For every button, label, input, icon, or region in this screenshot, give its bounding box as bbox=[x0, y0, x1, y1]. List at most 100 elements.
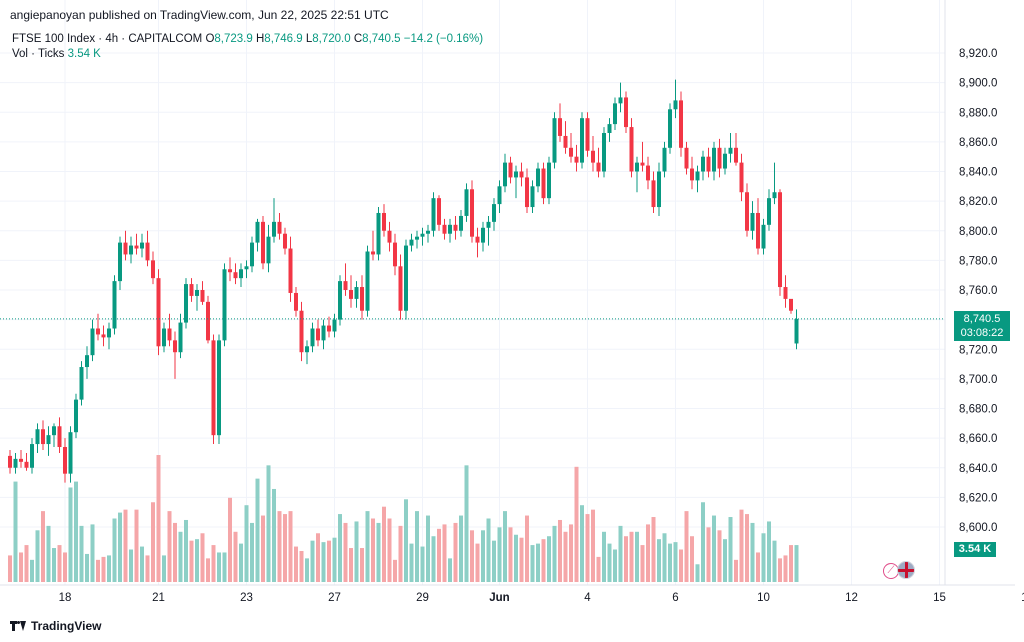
open-label: O bbox=[205, 33, 215, 45]
volume-bar bbox=[140, 546, 144, 582]
volume-bar bbox=[387, 518, 392, 582]
time-axis[interactable]: 1821232729Jun46101215182024 bbox=[59, 592, 1024, 604]
candle-body bbox=[431, 198, 436, 231]
volume-bar bbox=[316, 533, 320, 582]
candle-body bbox=[140, 242, 144, 249]
candle-body bbox=[365, 251, 370, 311]
candle-body bbox=[651, 180, 656, 208]
candle-body bbox=[310, 328, 315, 347]
volume-bar bbox=[728, 517, 733, 582]
candle-body bbox=[145, 242, 150, 261]
volume-bar bbox=[602, 531, 606, 582]
volume-bar bbox=[613, 549, 617, 582]
volume-bar bbox=[739, 509, 744, 582]
price-tick-label: 8,620.0 bbox=[959, 492, 997, 504]
candle-body bbox=[41, 429, 45, 445]
candle-body bbox=[129, 245, 133, 255]
volume-bar bbox=[563, 531, 568, 582]
candle-body bbox=[85, 355, 89, 368]
volume-bar bbox=[321, 542, 326, 582]
candle-body bbox=[723, 153, 727, 169]
last-price-tag: 8,740.5 03:08:22 bbox=[954, 311, 1010, 341]
volume-bar bbox=[178, 531, 183, 582]
price-tick-label: 8,920.0 bbox=[959, 48, 997, 60]
price-tick-label: 8,720.0 bbox=[959, 344, 997, 356]
price-tick-label: 8,820.0 bbox=[959, 196, 997, 208]
volume-label[interactable]: Vol · Ticks bbox=[12, 48, 65, 60]
volume-bar bbox=[145, 555, 150, 582]
candle-body bbox=[68, 432, 73, 474]
volume-bar bbox=[96, 559, 100, 582]
volume-bar bbox=[409, 543, 414, 582]
candle-body bbox=[393, 242, 397, 267]
candle-body bbox=[371, 251, 375, 255]
price-axis[interactable]: 8,920.0 8,900.0 8,880.0 8,860.0 8,840.0 8,820… bbox=[959, 48, 997, 534]
volume-bar bbox=[118, 512, 122, 582]
candle-body bbox=[382, 212, 386, 231]
volume-bar bbox=[668, 543, 672, 582]
candle-body bbox=[673, 100, 678, 110]
high-value: 8,746.9 bbox=[264, 33, 303, 45]
candle-body bbox=[596, 162, 601, 172]
candle-body bbox=[255, 221, 260, 243]
volume-bar bbox=[679, 549, 683, 582]
volume-bar bbox=[233, 531, 238, 582]
candle-body bbox=[30, 444, 34, 468]
candle-body bbox=[728, 147, 733, 154]
candle-body bbox=[772, 192, 777, 199]
volume-bar bbox=[167, 511, 172, 582]
event-marker-icon[interactable]: ⟋ bbox=[883, 563, 899, 579]
volume-bar bbox=[415, 511, 419, 582]
candle-body bbox=[57, 426, 62, 448]
volume-bar bbox=[343, 522, 348, 582]
candle-body bbox=[118, 242, 122, 282]
price-tick-label: 8,600.0 bbox=[959, 522, 997, 534]
candle-body bbox=[646, 165, 650, 181]
candle-body bbox=[261, 221, 265, 264]
volume-bar bbox=[404, 499, 408, 582]
volume-bar bbox=[541, 539, 546, 582]
volume-bar bbox=[789, 545, 793, 582]
candle-body bbox=[398, 266, 403, 311]
candle-body bbox=[404, 245, 408, 311]
volume-bar bbox=[519, 537, 524, 582]
candle-body bbox=[580, 118, 584, 163]
candle-body bbox=[288, 248, 293, 293]
volume-bar bbox=[673, 542, 678, 582]
candle-body bbox=[195, 290, 199, 296]
candle-body bbox=[459, 215, 463, 231]
symbol-info[interactable]: FTSE 100 Index · 4h · CAPITALCOM bbox=[12, 33, 203, 45]
footer-brand[interactable]: TradingView bbox=[10, 619, 101, 633]
time-tick-label: 4 bbox=[584, 592, 591, 604]
price-tick-label: 8,880.0 bbox=[959, 107, 997, 119]
volume-bar bbox=[651, 517, 656, 582]
candle-body bbox=[492, 204, 496, 222]
volume-bar bbox=[431, 536, 436, 582]
volume-bar bbox=[349, 548, 353, 582]
volume-bar bbox=[211, 545, 216, 582]
high-label: H bbox=[255, 33, 265, 45]
volume-bar bbox=[266, 465, 271, 582]
candle-body bbox=[321, 325, 326, 341]
volume-bar bbox=[717, 530, 722, 582]
candle-body bbox=[250, 242, 254, 267]
candle-body bbox=[90, 328, 95, 356]
candle-body bbox=[734, 147, 738, 163]
candle-body bbox=[624, 97, 628, 128]
volume-bar bbox=[310, 540, 315, 582]
candle-body bbox=[783, 287, 788, 299]
volume-bar bbox=[794, 545, 799, 582]
candle-body bbox=[173, 340, 177, 353]
candle-body bbox=[46, 435, 51, 445]
candle-body bbox=[437, 198, 441, 225]
volume-bar bbox=[63, 552, 67, 582]
volume-bar bbox=[558, 519, 562, 582]
volume-bar bbox=[745, 514, 749, 582]
last-price-value: 8,740.5 bbox=[963, 313, 1001, 325]
uk-flag-icon[interactable] bbox=[897, 561, 915, 579]
volume-bar bbox=[90, 524, 95, 582]
candle-body bbox=[794, 318, 799, 344]
volume-bar bbox=[690, 536, 694, 582]
candle-body bbox=[420, 233, 425, 237]
